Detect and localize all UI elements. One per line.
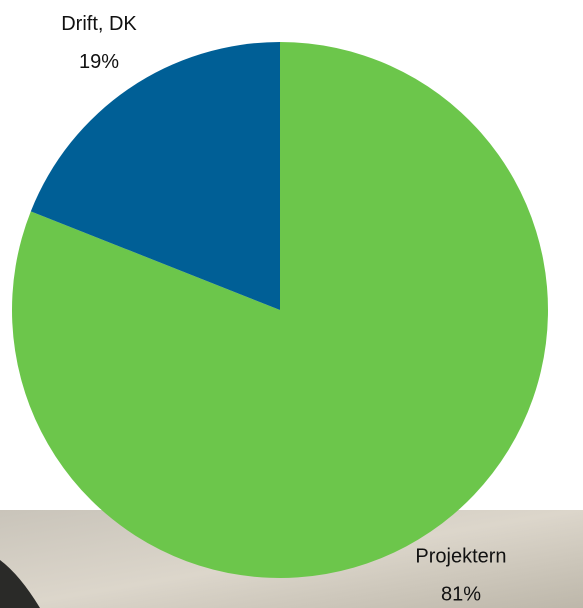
slice-label: Projektern	[415, 546, 506, 568]
background-shadow	[0, 560, 40, 608]
pie-slice	[30, 42, 281, 310]
slice-value-label: 81%	[441, 584, 481, 606]
slice-label: Drift, DK	[61, 13, 137, 35]
pie-slice	[11, 42, 548, 578]
slice-value-label: 19%	[79, 51, 119, 73]
